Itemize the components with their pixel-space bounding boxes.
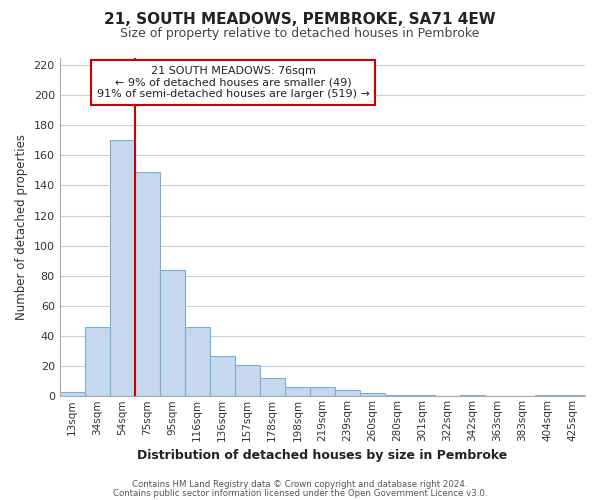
Text: 21, SOUTH MEADOWS, PEMBROKE, SA71 4EW: 21, SOUTH MEADOWS, PEMBROKE, SA71 4EW bbox=[104, 12, 496, 28]
Bar bbox=[460, 395, 485, 396]
Bar bbox=[285, 387, 310, 396]
Text: Contains public sector information licensed under the Open Government Licence v3: Contains public sector information licen… bbox=[113, 488, 487, 498]
Bar bbox=[59, 392, 85, 396]
Y-axis label: Number of detached properties: Number of detached properties bbox=[15, 134, 28, 320]
Bar bbox=[535, 395, 560, 396]
Bar bbox=[335, 390, 360, 396]
Bar bbox=[360, 394, 385, 396]
Bar bbox=[135, 172, 160, 396]
Bar bbox=[85, 327, 110, 396]
Bar bbox=[385, 395, 410, 396]
Bar bbox=[260, 378, 285, 396]
Bar bbox=[185, 327, 210, 396]
Bar bbox=[410, 395, 435, 396]
Bar bbox=[235, 364, 260, 396]
Text: Size of property relative to detached houses in Pembroke: Size of property relative to detached ho… bbox=[121, 28, 479, 40]
Bar bbox=[310, 387, 335, 396]
X-axis label: Distribution of detached houses by size in Pembroke: Distribution of detached houses by size … bbox=[137, 450, 508, 462]
Bar bbox=[110, 140, 135, 396]
Bar bbox=[210, 356, 235, 397]
Bar bbox=[160, 270, 185, 396]
Bar bbox=[560, 395, 585, 396]
Text: Contains HM Land Registry data © Crown copyright and database right 2024.: Contains HM Land Registry data © Crown c… bbox=[132, 480, 468, 489]
Text: 21 SOUTH MEADOWS: 76sqm
← 9% of detached houses are smaller (49)
91% of semi-det: 21 SOUTH MEADOWS: 76sqm ← 9% of detached… bbox=[97, 66, 370, 99]
